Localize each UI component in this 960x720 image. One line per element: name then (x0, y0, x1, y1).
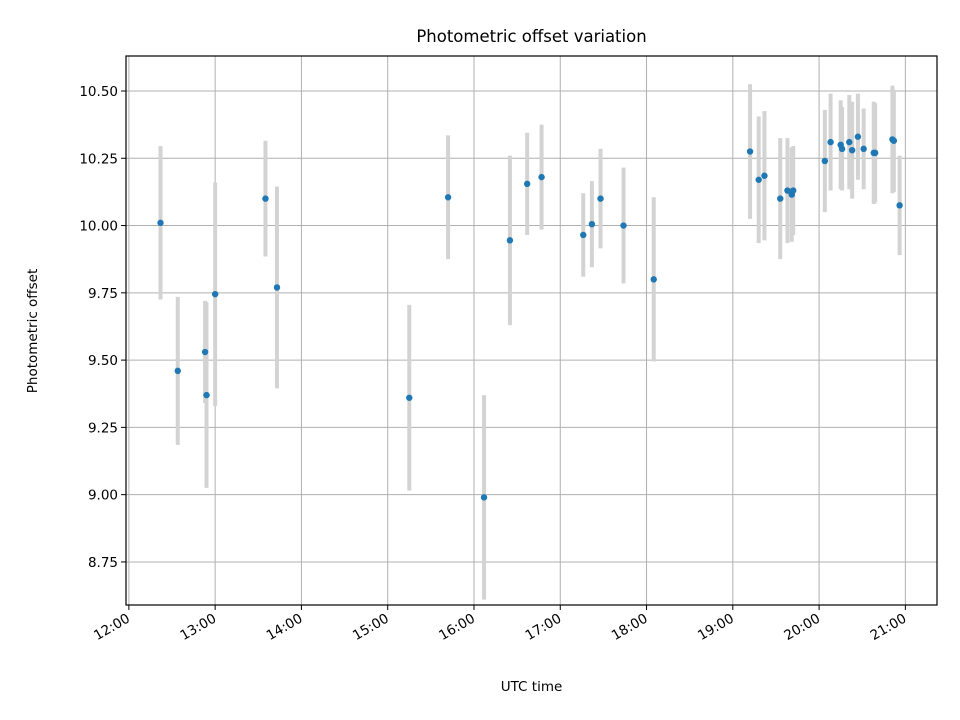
data-point (480, 494, 488, 501)
data-point (523, 180, 531, 188)
data-point (157, 219, 164, 227)
data-point (620, 222, 627, 229)
data-point (444, 194, 452, 201)
x-axis-label: UTC time (501, 679, 563, 695)
data-point (821, 157, 829, 165)
data-point (538, 173, 545, 181)
grid (126, 56, 937, 605)
data-point (777, 195, 784, 202)
data-point (262, 195, 269, 202)
data-point (890, 137, 898, 144)
y-tick-label: 10.50 (79, 84, 118, 100)
data-point (588, 220, 596, 228)
y-tick-label: 10.00 (79, 219, 118, 235)
data-point (896, 202, 903, 209)
data-point (854, 133, 862, 140)
data-point (211, 290, 219, 298)
data-point (848, 146, 856, 154)
y-axis-label: Photometric offset (25, 269, 41, 393)
data-point (784, 187, 791, 194)
data-point (790, 187, 797, 194)
data-points (157, 133, 903, 501)
data-point (761, 172, 768, 179)
plot-frame (125, 55, 938, 606)
data-point (871, 149, 879, 157)
y-tick-label: 9.75 (88, 286, 118, 302)
data-point (597, 195, 604, 202)
y-tick-label: 9.25 (88, 420, 118, 436)
data-point (860, 145, 867, 153)
data-point (846, 138, 853, 146)
data-point (746, 148, 754, 155)
chart-title: Photometric offset variation (416, 27, 646, 46)
data-point (174, 367, 181, 375)
data-point (406, 394, 413, 401)
y-tick-label: 10.25 (79, 151, 118, 167)
data-point (273, 284, 281, 291)
y-axis-ticks: 8.75 9.00 9.25 9.50 9.75 10.00 10.25 10.50 (79, 84, 126, 571)
data-point (650, 276, 657, 283)
data-point (201, 348, 209, 356)
data-point (580, 231, 587, 239)
data-point (838, 145, 846, 153)
data-point (827, 138, 834, 146)
y-tick-label: 9.50 (88, 353, 118, 369)
data-point (203, 391, 210, 399)
y-tick-label: 8.75 (88, 555, 118, 571)
data-point (506, 237, 514, 244)
y-tick-label: 9.00 (88, 488, 118, 504)
data-point (755, 176, 762, 183)
